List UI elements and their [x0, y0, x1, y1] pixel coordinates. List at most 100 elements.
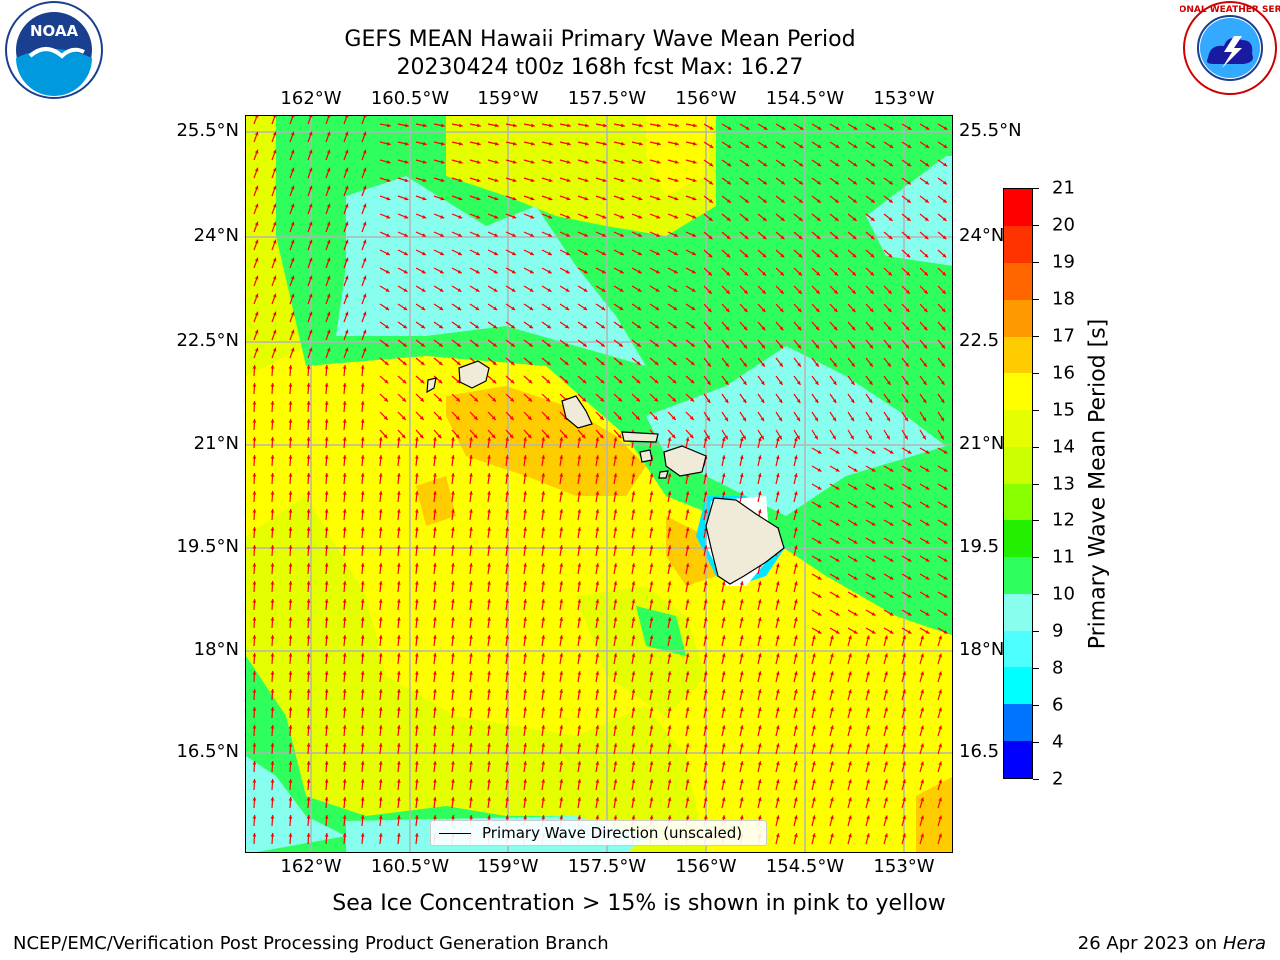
wave-direction-arrowhead	[675, 123, 679, 128]
wave-direction-arrowhead	[852, 253, 857, 258]
wave-direction-arrowhead	[272, 221, 277, 226]
wave-direction-arrowhead	[559, 563, 564, 567]
wave-direction-arrowhead	[512, 141, 517, 146]
wave-direction-arrowhead	[835, 180, 839, 185]
wave-direction-arrowhead	[685, 761, 690, 766]
wave-direction-arrowhead	[884, 689, 888, 694]
wave-direction-arrowhead	[940, 399, 945, 403]
wave-direction-arrowhead	[685, 779, 690, 784]
wave-direction-arrowhead	[778, 380, 783, 385]
wave-direction-arrowhead	[757, 491, 762, 496]
wave-direction-arrowhead	[288, 707, 293, 711]
wave-direction-arrowhead	[778, 417, 782, 422]
wave-direction-arrowhead	[270, 779, 275, 783]
wave-direction-arrowhead	[422, 141, 427, 146]
wave-direction-arrowhead	[414, 833, 419, 837]
wave-direction-arrowhead	[505, 815, 509, 819]
wave-direction-arrowhead	[306, 833, 311, 837]
wave-direction-arrowhead	[779, 290, 784, 294]
wave-direction-arrowhead	[523, 743, 527, 747]
wave-direction-arrowhead	[775, 437, 780, 442]
wave-direction-arrowhead	[816, 199, 821, 203]
wave-direction-arrowhead	[721, 473, 726, 478]
wave-direction-arrowhead	[871, 630, 876, 634]
legend-line-sample	[439, 833, 471, 834]
wave-direction-arrowhead	[871, 468, 876, 472]
wave-direction-arrowhead	[835, 540, 840, 544]
wave-direction-arrowhead	[252, 797, 257, 801]
wave-direction-arrowhead	[564, 361, 569, 365]
wave-direction-arrowhead	[602, 160, 607, 164]
wave-direction-arrowhead	[451, 581, 455, 585]
wave-direction-arrowhead	[942, 217, 947, 221]
wave-direction-arrowhead	[620, 141, 625, 146]
wave-direction-arrowhead	[577, 797, 582, 801]
wave-direction-arrowhead	[868, 417, 872, 422]
wave-direction-arrowhead	[727, 180, 731, 185]
wave-direction-arrowhead	[871, 612, 876, 616]
wave-direction-arrowhead	[922, 435, 926, 440]
wave-direction-arrowhead	[433, 509, 437, 513]
wave-direction-arrowhead	[541, 581, 546, 585]
wave-direction-arrowhead	[422, 233, 426, 237]
wave-direction-arrowhead	[440, 215, 445, 219]
wave-direction-arrowhead	[559, 653, 564, 657]
wave-direction-arrowhead	[739, 707, 744, 712]
wave-direction-arrowhead	[288, 545, 293, 549]
wave-direction-arrowhead	[378, 599, 383, 603]
wave-direction-arrowhead	[866, 833, 870, 838]
wave-direction-arrowhead	[832, 399, 837, 403]
wave-direction-arrowhead	[848, 635, 852, 640]
colorbar-tick-label: 2	[1052, 768, 1064, 790]
wave-direction-arrowhead	[493, 251, 498, 255]
wave-direction-arrowhead	[378, 563, 383, 567]
wave-direction-arrowhead	[559, 617, 564, 621]
wave-direction-arrowhead	[469, 563, 473, 567]
wave-direction-arrowhead	[685, 581, 690, 586]
wave-direction-arrowhead	[439, 324, 443, 329]
wave-direction-arrowhead	[342, 761, 347, 765]
wave-direction-arrowhead	[473, 416, 478, 420]
wave-direction-arrowhead	[850, 399, 855, 403]
wave-direction-arrowhead	[505, 689, 509, 693]
wave-direction-arrowhead	[414, 473, 419, 477]
wave-direction-arrowhead	[888, 199, 893, 203]
wave-direction-arrowhead	[455, 416, 460, 420]
wave-direction-arrowhead	[457, 251, 462, 255]
wave-direction-arrowhead	[487, 545, 491, 549]
wave-direction-arrowhead	[940, 380, 945, 385]
wave-direction-arrowhead	[667, 725, 672, 729]
wave-direction-arrowhead	[270, 653, 275, 657]
wave-direction-arrowhead	[649, 473, 654, 477]
wave-direction-arrowhead	[793, 599, 798, 604]
wave-direction-arrowhead	[761, 326, 766, 331]
wave-direction-arrowhead	[344, 221, 349, 226]
colorbar-tick-label: 21	[1052, 177, 1075, 199]
wave-direction-arrowhead	[252, 599, 257, 603]
wave-direction-arrowhead	[541, 509, 546, 513]
wave-direction-arrowhead	[923, 362, 927, 367]
wave-direction-arrowhead	[775, 761, 780, 766]
wave-direction-arrowhead	[835, 504, 840, 508]
wave-direction-arrowhead	[763, 180, 767, 185]
wave-direction-arrowhead	[745, 162, 750, 167]
wave-direction-arrowhead	[793, 581, 798, 586]
wave-direction-arrowhead	[638, 178, 643, 183]
wave-direction-arrowhead	[595, 617, 600, 621]
wave-direction-arrowhead	[523, 815, 527, 819]
wave-direction-arrowhead	[505, 635, 509, 639]
wave-direction-arrowhead	[270, 365, 275, 369]
wave-direction-arrowhead	[414, 563, 419, 567]
wave-direction-arrowhead	[565, 288, 570, 292]
wave-direction-arrowhead	[360, 599, 365, 603]
wave-direction-arrowhead	[505, 473, 509, 477]
wave-direction-arrowhead	[830, 635, 834, 640]
wave-direction-arrowhead	[360, 491, 365, 495]
wave-direction-arrowhead	[707, 308, 712, 313]
wave-direction-arrowhead	[649, 527, 654, 531]
wave-direction-arrow	[253, 116, 258, 125]
wave-direction-arrowhead	[816, 235, 821, 240]
wave-direction-arrowhead	[342, 581, 347, 585]
wave-direction-arrowhead	[708, 199, 713, 203]
wave-direction-arrowhead	[603, 123, 607, 128]
